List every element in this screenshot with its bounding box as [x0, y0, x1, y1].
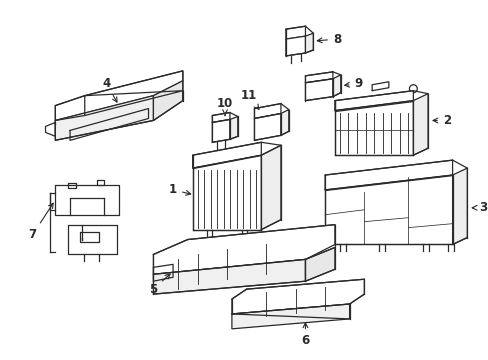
Polygon shape	[192, 155, 261, 230]
Text: 6: 6	[301, 323, 309, 347]
Polygon shape	[305, 33, 313, 53]
Polygon shape	[305, 247, 334, 281]
Polygon shape	[305, 72, 332, 83]
Text: 11: 11	[240, 89, 258, 109]
Polygon shape	[231, 304, 349, 329]
Polygon shape	[325, 160, 452, 190]
Polygon shape	[55, 71, 183, 121]
Polygon shape	[212, 113, 229, 122]
Text: 3: 3	[471, 201, 486, 214]
Text: 10: 10	[217, 97, 233, 116]
Polygon shape	[332, 75, 340, 96]
Polygon shape	[254, 104, 281, 118]
Text: 5: 5	[149, 274, 170, 296]
Polygon shape	[153, 260, 305, 294]
Polygon shape	[285, 36, 305, 56]
Text: 9: 9	[344, 77, 362, 90]
Polygon shape	[153, 225, 334, 274]
Polygon shape	[55, 96, 153, 140]
Polygon shape	[254, 113, 281, 140]
Text: 8: 8	[317, 33, 341, 46]
Polygon shape	[285, 26, 305, 39]
Text: 4: 4	[102, 77, 117, 102]
Polygon shape	[452, 168, 467, 244]
Polygon shape	[153, 81, 183, 121]
Polygon shape	[334, 100, 412, 155]
Polygon shape	[229, 117, 237, 139]
Text: 2: 2	[432, 114, 450, 127]
Polygon shape	[412, 94, 427, 155]
Text: 1: 1	[169, 184, 190, 197]
Text: 7: 7	[29, 203, 53, 241]
Polygon shape	[212, 120, 229, 142]
Polygon shape	[192, 142, 261, 168]
Polygon shape	[261, 145, 281, 230]
Polygon shape	[231, 279, 364, 314]
Polygon shape	[334, 91, 412, 111]
Polygon shape	[281, 109, 288, 135]
Polygon shape	[325, 175, 452, 244]
Polygon shape	[305, 79, 332, 100]
